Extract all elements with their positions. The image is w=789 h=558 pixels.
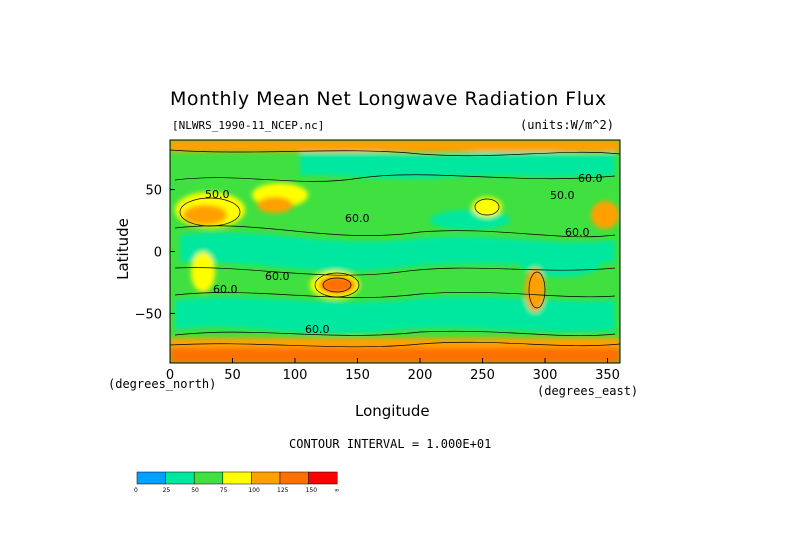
y-tick-label: 0 — [154, 246, 162, 261]
contour-label: 60.0 — [578, 172, 603, 185]
contour-interval-label: CONTOUR INTERVAL = 1.000E+01 — [289, 437, 492, 451]
x-tick-label: 300 — [533, 368, 558, 383]
colorbar-level-label: 75 — [219, 487, 228, 494]
colorbar-swatch — [308, 471, 338, 485]
contour-label: 60.0 — [265, 270, 290, 283]
x-tick-label: 350 — [595, 368, 620, 383]
contour-label: 60.0 — [565, 226, 590, 239]
x-tick-label: 0 — [166, 368, 174, 383]
colorbar-level-label: ∞ — [334, 487, 340, 494]
x-tick-label: 100 — [283, 368, 308, 383]
x-axis-label: Longitude — [355, 402, 430, 420]
colorbar-level-label: 125 — [277, 487, 289, 494]
contour-lines — [170, 149, 620, 348]
contour-value-labels: 50.0 60.0 60.0 60.0 60.0 60.0 60.0 50.0 — [205, 172, 603, 336]
tick-marks — [169, 189, 608, 363]
colorbar-level-label: 0 — [134, 487, 138, 494]
contour-label: 60.0 — [213, 283, 238, 296]
contour-label: 60.0 — [305, 323, 330, 336]
colorbar-swatch — [193, 471, 224, 485]
x-tick-label: 200 — [408, 368, 433, 383]
arctic-band — [170, 140, 620, 152]
land-sahara — [183, 205, 227, 225]
colorbar — [136, 471, 338, 485]
source-file-label: [NLWRS_1990-11_NCEP.nc] — [172, 119, 325, 132]
tick-labels: 0 50 100 150 200 250 300 350 50 0 −50 — [135, 184, 620, 383]
colorbar-level-label: 25 — [162, 487, 171, 494]
colorbar-level-label: 100 — [248, 487, 260, 494]
x-unit-label: (degrees_north) — [108, 377, 217, 391]
land-australia-core — [319, 276, 355, 294]
contour-label: 50.0 — [550, 189, 575, 202]
antarctic-core — [170, 348, 620, 363]
land-tibet — [257, 197, 293, 213]
y-tick-label: −50 — [135, 307, 162, 322]
x-tick-label: 250 — [470, 368, 495, 383]
contour-label: 50.0 — [205, 188, 230, 201]
x-tick-label: 50 — [224, 368, 241, 383]
cyan-band-south — [175, 296, 615, 334]
colorbar-swatch — [136, 471, 166, 485]
y-tick-label: 50 — [145, 184, 162, 199]
land-andes — [525, 268, 545, 312]
y-unit-label: (degrees_east) — [537, 384, 639, 398]
colorbar-swatch — [251, 471, 281, 485]
colorbar-swatch — [222, 471, 252, 485]
colorbar-swatch — [165, 471, 195, 485]
field-layer — [170, 140, 620, 363]
units-label: (units:W/m^2) — [520, 118, 614, 132]
colorbar-swatch — [279, 471, 309, 485]
chart-title: Monthly Mean Net Longwave Radiation Flux — [170, 88, 607, 110]
y-axis-label: Latitude — [114, 218, 132, 280]
cyan-band-tropics — [180, 232, 615, 272]
contour-label: 60.0 — [345, 212, 370, 225]
land-greenland — [591, 201, 619, 229]
cyan-band-north — [300, 149, 615, 179]
land-south-africa — [191, 252, 215, 292]
colorbar-level-label: 150 — [305, 487, 318, 494]
land-north-america — [472, 197, 502, 217]
x-tick-label: 150 — [345, 368, 370, 383]
colorbar-level-label: 50 — [191, 487, 199, 494]
